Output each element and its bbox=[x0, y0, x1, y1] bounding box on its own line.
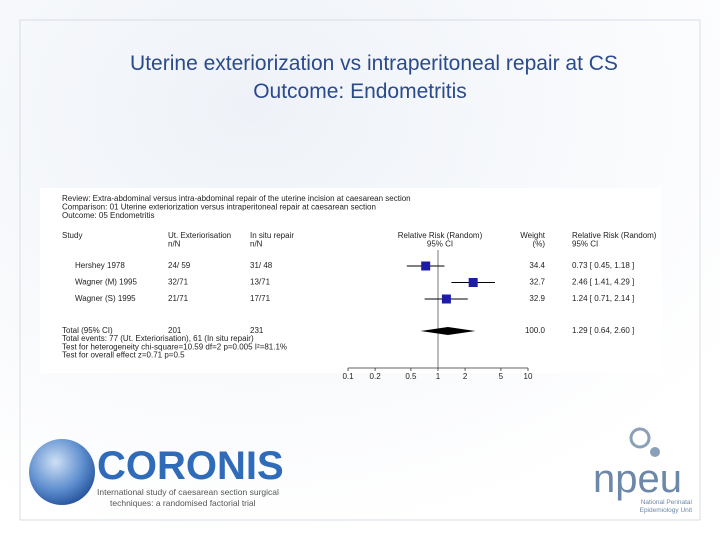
effect-square bbox=[421, 261, 431, 271]
column-header: 95% CI bbox=[572, 240, 598, 249]
column-header: n/N bbox=[168, 240, 181, 249]
column-header: In situ repair bbox=[250, 231, 294, 240]
group2-count: 13/71 bbox=[250, 278, 271, 287]
slide-title: Outcome: Endometritis bbox=[253, 80, 467, 103]
effect-square bbox=[441, 294, 451, 304]
group2-count: 17/71 bbox=[250, 294, 271, 303]
plot-panel bbox=[40, 188, 662, 373]
study-name: Wagner (M) 1995 bbox=[75, 278, 138, 287]
x-tick-label: 0.1 bbox=[342, 372, 354, 381]
column-header: n/N bbox=[250, 240, 263, 249]
weight: 32.9 bbox=[529, 294, 545, 303]
npeu-tagline: National Perinatal bbox=[641, 499, 693, 506]
review-header: Review: Extra-abdominal versus intra-abd… bbox=[62, 194, 411, 203]
npeu-icon bbox=[629, 427, 651, 449]
column-header: Study bbox=[62, 231, 82, 240]
review-header: Outcome: 05 Endometritis bbox=[62, 211, 154, 220]
group2-count: 31/ 48 bbox=[250, 261, 273, 270]
review-header: Comparison: 01 Uterine exteriorization v… bbox=[62, 203, 376, 212]
x-tick-label: 5 bbox=[499, 372, 504, 381]
x-tick-label: 2 bbox=[463, 372, 468, 381]
group1-count: 21/71 bbox=[168, 294, 189, 303]
coronis-tagline: techniques: a randomised factorial trial bbox=[110, 498, 256, 508]
x-tick-label: 10 bbox=[524, 372, 533, 381]
effect-label: 2.46 [ 1.41, 4.29 ] bbox=[572, 278, 634, 287]
x-tick-label: 1 bbox=[436, 372, 441, 381]
coronis-logo: CORONIS bbox=[97, 444, 284, 488]
study-name: Wagner (S) 1995 bbox=[75, 294, 136, 303]
effect-square bbox=[468, 278, 478, 287]
effect-label: 0.73 [ 0.45, 1.18 ] bbox=[572, 261, 634, 270]
group1-count: 32/71 bbox=[168, 278, 189, 287]
column-header: Relative Risk (Random) bbox=[572, 231, 657, 240]
npeu-tagline: Epidemiology Unit bbox=[640, 507, 693, 514]
total-name: Total (95% CI) bbox=[62, 326, 113, 335]
group1-count: 24/ 59 bbox=[168, 261, 191, 270]
footnote: Test for heterogeneity chi-square=10.59 … bbox=[62, 342, 287, 351]
column-header: Weight bbox=[520, 231, 546, 240]
globe-logo bbox=[29, 439, 95, 505]
group2-total: 231 bbox=[250, 326, 264, 335]
slide-frame bbox=[19, 19, 701, 521]
footnote: Test for overall effect z=0.71 p=0.5 bbox=[62, 351, 185, 360]
slide-title: Uterine exteriorization vs intraperitone… bbox=[130, 52, 618, 75]
column-header: 95% CI bbox=[427, 240, 453, 249]
column-header: Ut. Exteriorisation bbox=[168, 231, 231, 240]
footnote: Total events: 77 (Ut. Exteriorisation), … bbox=[62, 334, 254, 343]
total-diamond bbox=[420, 327, 476, 335]
column-header: Relative Risk (Random) bbox=[398, 231, 483, 240]
effect-label: 1.24 [ 0.71, 2.14 ] bbox=[572, 294, 634, 303]
coronis-tagline: International study of caesarean section… bbox=[97, 487, 279, 497]
x-tick-label: 0.2 bbox=[370, 372, 382, 381]
npeu-icon bbox=[650, 447, 660, 457]
weight: 100.0 bbox=[525, 326, 546, 335]
weight: 34.4 bbox=[529, 261, 545, 270]
x-tick-label: 0.5 bbox=[405, 372, 417, 381]
weight: 32.7 bbox=[529, 278, 545, 287]
column-header: (%) bbox=[533, 240, 546, 249]
group1-total: 201 bbox=[168, 326, 182, 335]
effect-label: 1.29 [ 0.64, 2.60 ] bbox=[572, 326, 634, 335]
study-name: Hershey 1978 bbox=[75, 261, 125, 270]
npeu-logo: npeu bbox=[593, 457, 682, 501]
